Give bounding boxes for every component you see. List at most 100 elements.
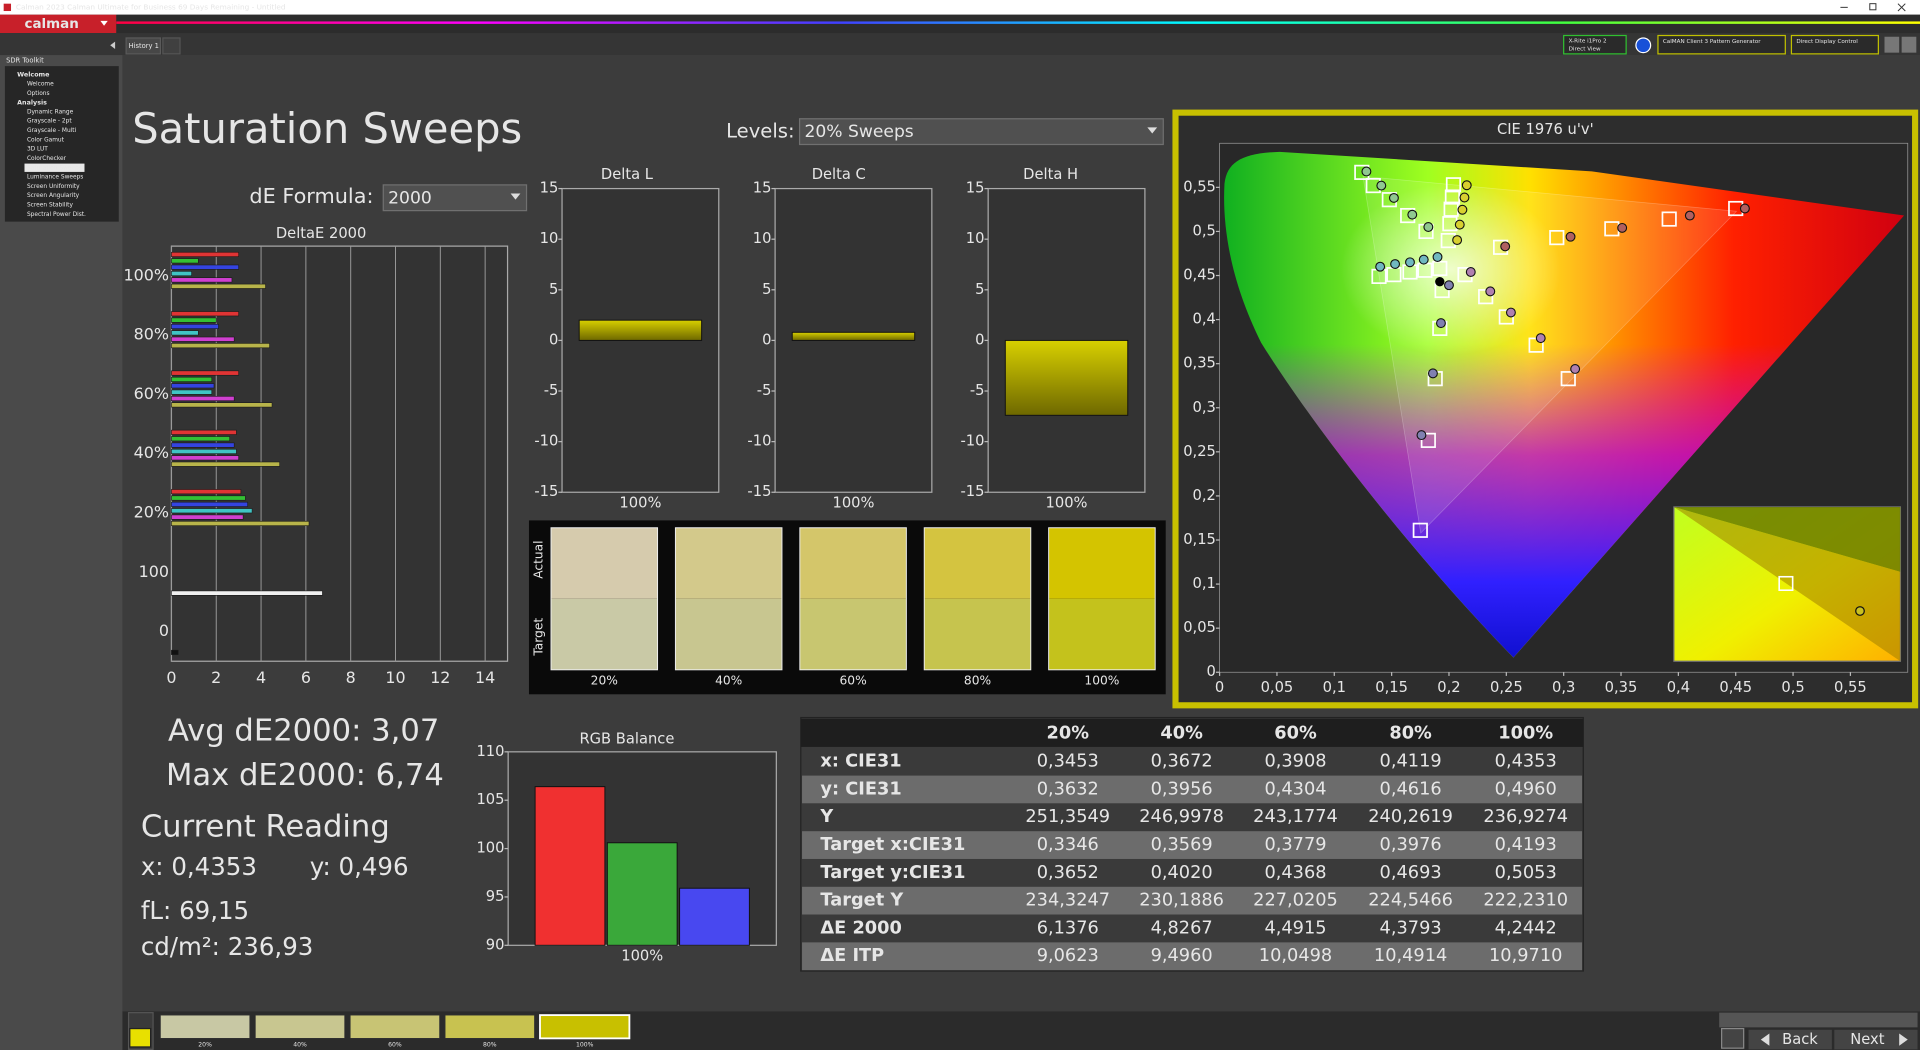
footer-swatch[interactable] [539,1014,631,1040]
table-cell: 0,3652 [1037,863,1099,883]
tree-item[interactable]: Saturation Sweeps [27,165,82,171]
y-tick-label: 100 [139,562,169,581]
tree-item[interactable]: Luminance Sweeps [27,175,83,181]
footer-swatch[interactable] [444,1014,535,1039]
display-box[interactable] [1790,34,1879,55]
sidebar-collapse[interactable] [110,41,116,49]
tree-selection [24,163,85,172]
levels-dropdown[interactable] [798,118,1164,146]
reading-y: y: 0,496 [310,852,409,881]
table-row [802,775,1583,804]
x-tick-label: 0 [1215,679,1224,696]
table-cell: 0,3453 [1037,752,1099,772]
footer-swatch[interactable] [349,1014,440,1039]
bar [171,311,239,317]
swatch-label: 60% [840,673,867,687]
measured-marker [1390,259,1401,270]
y-tick-label: 40% [134,443,169,462]
footer-swatch[interactable] [160,1014,251,1039]
zoom-measured [1855,606,1865,616]
table-header-cell: 80% [1389,723,1432,743]
table-cell: 0,3672 [1151,752,1213,772]
window-title: Calman 2023 Calman Ultimate for Business… [16,2,286,11]
table-cell: 0,3346 [1037,835,1099,855]
back-label[interactable]: Back [1782,1031,1818,1048]
meter-icon[interactable] [1635,37,1652,54]
table-cell: 0,3908 [1264,752,1326,772]
x-tick-label: 0,25 [1490,679,1523,696]
tree-item[interactable]: ColorChecker [27,156,67,162]
nav-tools[interactable] [1719,1012,1918,1028]
content: Calman 2023 Calman Ultimate for Business… [6,2,1919,1050]
bar [171,649,179,655]
tab-label[interactable]: History 1 [129,42,159,50]
y-tick-label: 0 [762,331,771,348]
logo-menu-arrow[interactable] [100,20,108,26]
tree-item[interactable]: Welcome [27,82,54,88]
home-button[interactable] [1884,36,1900,53]
y-tick-label: 0,25 [1183,443,1216,460]
footer-swatch-label: 20% [198,1041,212,1048]
measured-marker [1361,166,1372,177]
tree-item[interactable]: Dynamic Range [27,109,74,115]
bar [171,370,239,376]
bar [171,501,248,507]
formula-value: 2000 [388,188,432,208]
measured-marker [1465,267,1476,277]
y-tick-label: 15 [966,180,985,197]
generator-box[interactable] [1657,34,1786,55]
tree-item[interactable]: Color Gamut [27,137,65,143]
bar [171,514,244,520]
meter-box[interactable] [1563,34,1627,55]
tab[interactable] [125,37,162,55]
swatch-actual [924,527,1031,599]
logo-bar[interactable] [0,14,117,34]
tab-add[interactable] [162,37,181,55]
swatch-actual [551,527,658,599]
tree-item[interactable]: Screen Stability [27,202,74,208]
bar [171,383,215,389]
stop-button[interactable] [1721,1027,1745,1049]
tree-item[interactable]: Screen Uniformity [27,184,80,190]
bar [171,258,199,264]
tree-item[interactable]: 3D LUT [27,147,48,153]
tree-group[interactable]: Welcome [17,72,49,79]
table-row-label: ΔE 2000 [820,918,901,938]
bar [171,343,270,349]
bar [171,330,199,336]
swatch-target [675,598,782,670]
swatch-target [1048,598,1156,670]
measured-marker [1405,257,1415,268]
next-label[interactable]: Next [1850,1031,1884,1048]
reading-cdm2: cd/m²: 236,93 [141,932,314,961]
tree-group[interactable]: Analysis [17,100,47,107]
table-cell: 4,8267 [1151,918,1213,938]
target-marker [1412,522,1428,538]
measured-marker [1500,241,1511,252]
y-tick-label: 5 [975,281,984,298]
formula-dropdown[interactable] [382,184,528,212]
measured-marker [1407,209,1418,220]
bar [171,323,219,329]
logo[interactable]: calman [24,17,78,32]
x-tick-label: 14 [475,668,495,687]
x-tick-label: 10 [385,668,405,687]
footer-color [129,1027,152,1048]
collapse-button[interactable] [1901,36,1917,53]
tree-item[interactable]: Spectral Power Dist. [27,212,86,218]
x-tick-label: 100% [1046,494,1088,511]
next-button[interactable] [1834,1029,1918,1050]
window-controls[interactable] [1840,3,1906,12]
tree-item[interactable]: Grayscale - 2pt [27,119,72,125]
bar [606,842,678,946]
y-tick-label: 0,35 [1183,355,1216,372]
table-cell: 0,4020 [1151,863,1213,883]
y-tick-label: 10 [753,230,772,247]
tree-item[interactable]: Screen Angularity [27,193,80,199]
table-cell: 9,0623 [1037,946,1099,966]
swatch-border [550,527,659,671]
tree-item[interactable]: Grayscale - Multi [27,128,77,134]
tree-item[interactable]: Options [27,91,50,97]
footer-swatch[interactable] [254,1014,346,1039]
